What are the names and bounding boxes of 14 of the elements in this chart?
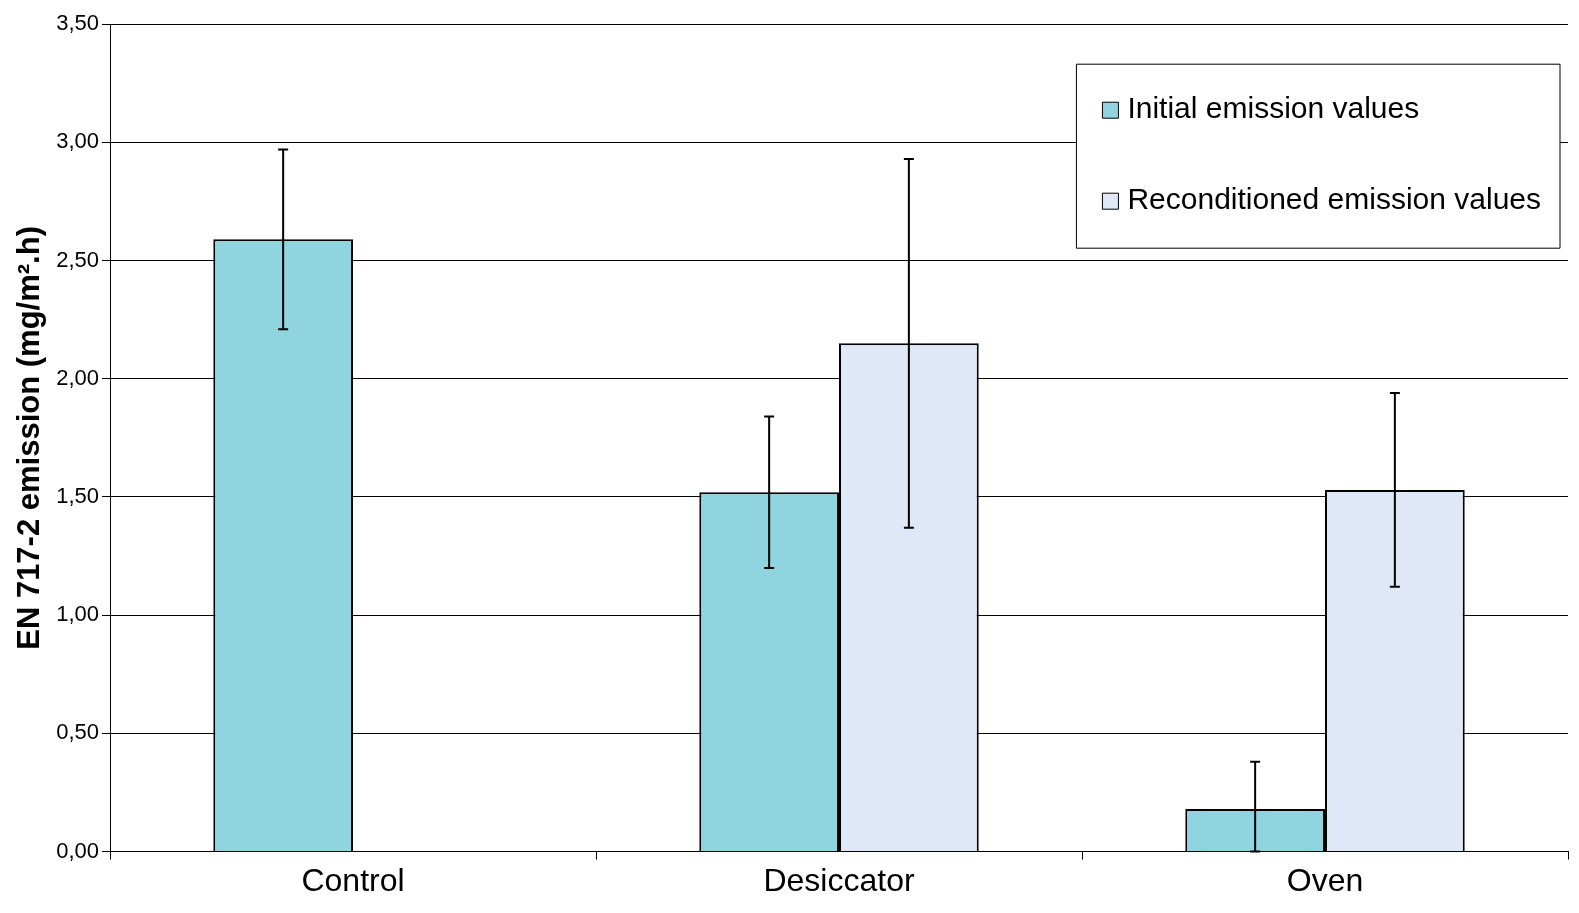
y-tick-label: 1,00 [56,601,100,627]
x-tick-label: Control [301,861,405,898]
y-tick-label: 2,00 [56,364,100,390]
y-tick-label: 3,00 [56,128,100,154]
y-tick-label: 2,50 [56,246,100,272]
y-tick-label: 1,50 [56,483,100,509]
y-tick-label: 0,50 [56,719,100,745]
y-tick-label: 3,50 [56,10,100,36]
x-tick-label: Desiccator [763,861,915,898]
legend-label: Initial emission values [1127,91,1420,125]
y-tick-label: 0,00 [56,837,100,863]
y-axis-title: EN 717-2 emission (mg/m².h) [11,226,47,650]
legend-label: Reconditioned emission values [1127,182,1542,216]
x-tick-label: Oven [1286,861,1364,898]
